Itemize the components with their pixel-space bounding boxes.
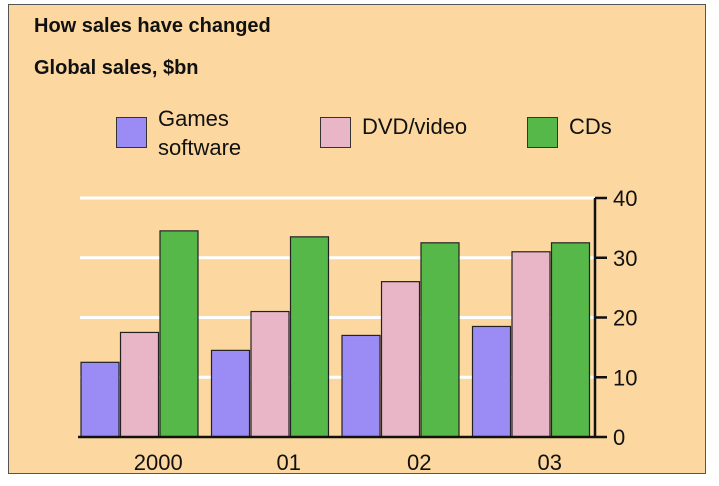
legend-label-games-software: Games software	[158, 106, 242, 160]
x-tick-label-01: 01	[277, 450, 301, 475]
legend-label-cds: CDs	[569, 114, 612, 139]
bar-dvd-video-2000	[119, 331, 160, 438]
x-tick-label-03: 03	[538, 450, 562, 475]
legend-label-dvd-video: DVD/video	[362, 114, 468, 139]
y-tick-label-0: 0	[613, 425, 625, 450]
chart-legend: Games software DVD/video CDs	[116, 104, 676, 164]
bar-dvd-video-01	[250, 310, 290, 438]
bar-cds-2000	[159, 230, 199, 438]
bar-games-software-02	[341, 334, 381, 438]
x-tick-label-2000: 2000	[134, 450, 183, 475]
bar-cds-03	[550, 242, 591, 438]
legend-swatch-games-software	[116, 117, 147, 148]
legend-swatch-dvd-video	[320, 117, 351, 148]
y-tick-label-10: 10	[613, 365, 637, 390]
bar-games-software-2000	[80, 361, 120, 438]
y-tick-label-20: 20	[613, 306, 637, 331]
bar-dvd-video-03	[511, 251, 551, 438]
y-tick-label-30: 30	[613, 246, 637, 271]
x-tick-label-02: 02	[407, 450, 431, 475]
chart-title: How sales have changed	[34, 15, 271, 37]
y-tick-label-40: 40	[613, 186, 637, 211]
chart-subtitle: Global sales, $bn	[34, 57, 199, 79]
bar-games-software-01	[210, 349, 251, 438]
bar-games-software-03	[471, 325, 512, 438]
bar-cds-01	[289, 236, 330, 438]
legend-swatch-cds	[527, 117, 558, 148]
bar-cds-02	[420, 242, 460, 438]
bar-dvd-video-02	[380, 281, 421, 438]
